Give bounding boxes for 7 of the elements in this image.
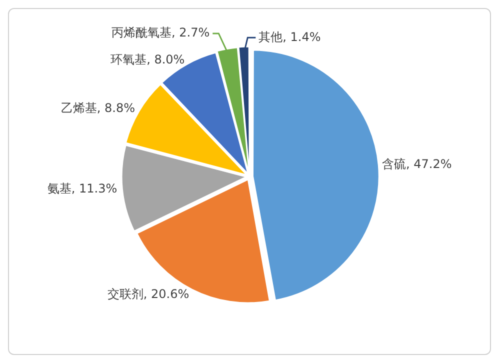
- slice-label: 环氧基, 8.0%: [110, 52, 185, 66]
- slice-label: 含硫, 47.2%: [382, 156, 452, 171]
- slice-label: 乙烯基, 8.8%: [60, 100, 136, 115]
- slice-label: 氨基, 11.3%: [47, 182, 118, 196]
- slice-label: 交联剂, 20.6%: [107, 287, 190, 302]
- slice-label: 其他, 1.4%: [258, 30, 321, 44]
- slice-label: 丙烯酰氧基, 2.7%: [112, 26, 210, 40]
